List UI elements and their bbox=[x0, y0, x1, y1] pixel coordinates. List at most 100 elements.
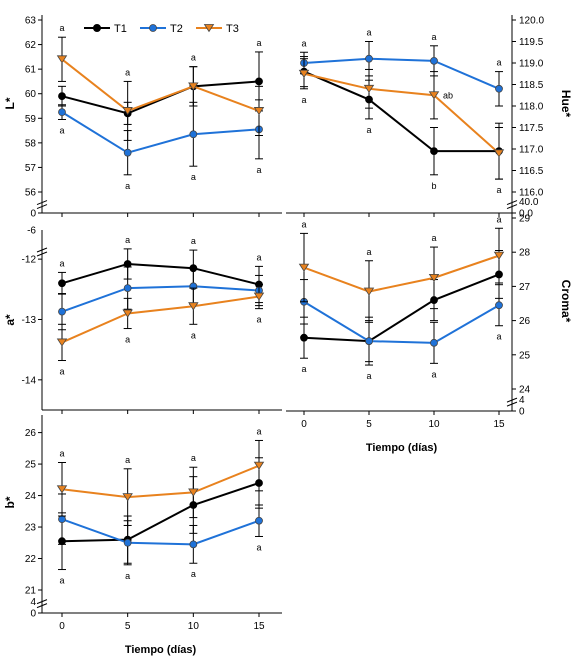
point-t1 bbox=[58, 92, 66, 101]
series-line-t1 bbox=[303, 273, 500, 343]
y-tick-label: 23 bbox=[25, 523, 37, 534]
sig-label-bottom: a bbox=[59, 367, 64, 377]
point-t3 bbox=[122, 309, 133, 318]
axis-break bbox=[506, 401, 518, 407]
chart-hue: 116.0 116.5 117.0 117.5 118.0 118.5 119.0 119.5… bbox=[286, 15, 573, 220]
point-t3 bbox=[253, 461, 265, 470]
series-line-t1 bbox=[61, 262, 260, 286]
series-line-t1 bbox=[303, 70, 499, 153]
sig-label-top: a bbox=[366, 28, 371, 38]
legend-label-t2: T2 bbox=[170, 23, 183, 35]
y-tick-label: 27 bbox=[519, 282, 531, 293]
point-t3 bbox=[493, 251, 505, 260]
point-t1 bbox=[123, 260, 132, 268]
sig-label-bottom: a bbox=[59, 576, 64, 586]
axis-break bbox=[36, 247, 48, 253]
sig-label-bottom: a bbox=[256, 542, 261, 552]
axis-break bbox=[36, 204, 48, 210]
y-tick-label: 0 bbox=[30, 609, 36, 620]
sig-label-top: a bbox=[366, 247, 371, 257]
sig-label-top: a bbox=[125, 455, 130, 465]
sig-label-bottom: a bbox=[125, 181, 130, 191]
series-line-t3 bbox=[61, 295, 260, 344]
sig-label-top: a bbox=[59, 449, 64, 459]
legend-marker-t1 bbox=[93, 24, 101, 32]
point-t2 bbox=[123, 538, 132, 547]
sig-label-bottom: a bbox=[366, 125, 371, 135]
y-tick-label: 0 bbox=[30, 209, 36, 220]
point-t2 bbox=[123, 284, 132, 293]
legend-label-t3: T3 bbox=[226, 23, 239, 35]
point-t2 bbox=[495, 301, 503, 310]
sig-label-bottom: a bbox=[256, 315, 261, 325]
sig-label-bottom: a bbox=[496, 332, 501, 342]
point-t3 bbox=[253, 107, 265, 116]
point-t2 bbox=[365, 54, 373, 63]
y-tick-label: 57 bbox=[25, 163, 37, 174]
y-tick-label: 116.0 bbox=[519, 188, 544, 199]
series-line-t2 bbox=[303, 57, 500, 90]
point-t1 bbox=[300, 333, 308, 342]
point-t3 bbox=[493, 149, 505, 158]
y-tick-label: 120.0 bbox=[519, 16, 544, 27]
point-t3 bbox=[188, 488, 199, 497]
sig-label-bottom: a bbox=[59, 126, 64, 136]
point-t3 bbox=[56, 55, 68, 64]
series-line-t2 bbox=[61, 518, 260, 546]
axis-break bbox=[506, 397, 518, 403]
y-tick-label: 21 bbox=[25, 586, 37, 597]
sig-label-top: a bbox=[301, 38, 306, 48]
point-t2 bbox=[58, 108, 66, 117]
y-tick-label: 62 bbox=[25, 40, 37, 51]
point-t2 bbox=[430, 56, 438, 65]
point-t2 bbox=[58, 515, 66, 524]
y-tick-label: 119.5 bbox=[519, 37, 544, 48]
y-tick-label: 22 bbox=[25, 554, 37, 565]
y-tick-label: 119.0 bbox=[519, 59, 544, 70]
y-axis-label: Croma* bbox=[559, 280, 573, 323]
sig-label-bottom: a bbox=[366, 371, 371, 381]
y-tick-label: -13 bbox=[22, 315, 37, 326]
series-line-t1 bbox=[61, 80, 260, 115]
sig-label-top: a bbox=[256, 38, 261, 48]
y-axis-label: Hue* bbox=[559, 90, 573, 118]
y-tick-label: 61 bbox=[25, 65, 37, 76]
series-line-t1 bbox=[61, 482, 260, 543]
point-t1 bbox=[58, 279, 66, 288]
y-tick-label: 63 bbox=[25, 16, 37, 27]
y-tick-label: 116.5 bbox=[519, 166, 544, 177]
sig-label-bottom: b bbox=[431, 181, 436, 191]
axis-break bbox=[36, 251, 48, 257]
sig-label-top: a bbox=[191, 53, 196, 63]
point-t3 bbox=[363, 84, 375, 94]
point-t3 bbox=[188, 82, 199, 91]
y-tick-label: 26 bbox=[25, 428, 37, 439]
x-tick-label: 0 bbox=[301, 419, 307, 430]
y-tick-label: 117.5 bbox=[519, 123, 544, 134]
y-tick-label: 0 bbox=[519, 407, 525, 418]
point-t2 bbox=[365, 337, 373, 346]
y-tick-label: 28 bbox=[519, 248, 531, 259]
y-axis-label: a* bbox=[3, 314, 17, 326]
sig-label-top: a bbox=[191, 236, 196, 246]
x-tick-label: 5 bbox=[125, 621, 131, 632]
y-tick-label: 60 bbox=[25, 89, 37, 100]
point-t1 bbox=[430, 147, 438, 156]
point-t3 bbox=[56, 338, 68, 347]
sig-label-top: a bbox=[256, 252, 261, 262]
axis-break bbox=[36, 599, 48, 605]
legend-marker-t2 bbox=[149, 24, 157, 32]
point-t2 bbox=[58, 307, 66, 316]
y-tick-label: 56 bbox=[25, 188, 37, 199]
sig-label-bottom: a bbox=[301, 364, 306, 374]
axis-break bbox=[506, 200, 518, 206]
sig-label-top: a bbox=[59, 258, 64, 268]
x-axis-label: Tiempo (días) bbox=[125, 644, 197, 656]
chart-a: -14 -13 -12 -6 a* a a a a a a a a bbox=[3, 212, 282, 414]
y-tick-label: 4 bbox=[30, 597, 36, 608]
axis-break bbox=[506, 204, 518, 210]
series-line-t3 bbox=[303, 72, 500, 155]
y-axis-label: L* bbox=[3, 97, 17, 109]
